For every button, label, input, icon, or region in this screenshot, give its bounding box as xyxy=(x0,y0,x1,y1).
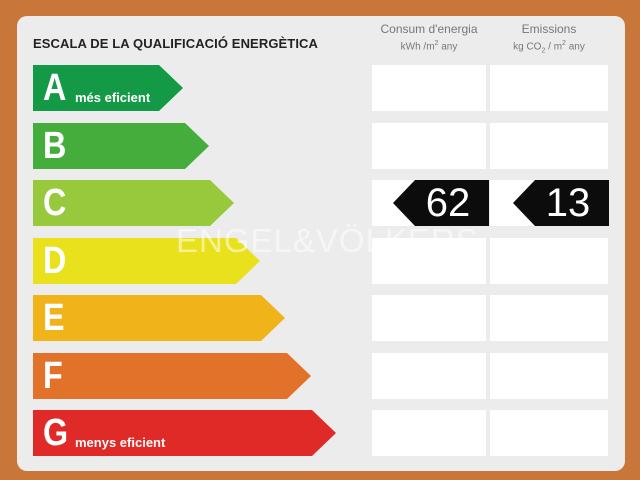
emissions-column-unit: kg CO2 / m2 any xyxy=(513,40,585,55)
energy-column-unit: kWh /m2 any xyxy=(400,40,458,53)
rating-bar-c: C xyxy=(33,180,234,226)
emissions-column-header: Emissions kg CO2 / m2 any xyxy=(490,22,608,56)
rating-letter: B xyxy=(43,125,67,167)
emissions-cell-a xyxy=(490,65,608,111)
energy-value-text: 62 xyxy=(425,181,471,225)
watermark: ENGEL&VÖLKERS xyxy=(176,222,479,259)
emissions-column-label: Emissions xyxy=(521,22,577,36)
emissions-cell-b xyxy=(490,123,608,169)
rating-sublabel: més eficient xyxy=(75,90,151,105)
rating-letter: E xyxy=(43,297,65,339)
rating-sublabel: menys eficient xyxy=(75,435,166,450)
rating-letter: A xyxy=(43,67,67,109)
energy-column-header: Consum d'energia kWh /m2 any xyxy=(372,22,486,54)
energy-cell-e xyxy=(372,295,486,341)
rating-bar-e: E xyxy=(33,295,285,341)
rating-bar-d: D xyxy=(33,238,260,284)
emissions-cell-f xyxy=(490,353,608,399)
rating-bar-b: B xyxy=(33,123,209,169)
rating-letter: G xyxy=(43,412,69,454)
rating-letter: D xyxy=(43,240,67,282)
rating-bar-f: F xyxy=(33,353,311,399)
energy-value-marker: 62 xyxy=(393,180,489,226)
emissions-value-marker: 13 xyxy=(513,180,609,226)
energy-cell-g xyxy=(372,410,486,456)
scale-title: ESCALA DE LA QUALIFICACIÓ ENERGÈTICA xyxy=(33,36,319,51)
emissions-cell-d xyxy=(490,238,608,284)
energy-cell-b xyxy=(372,123,486,169)
emissions-cell-e xyxy=(490,295,608,341)
energy-cell-f xyxy=(372,353,486,399)
energy-cell-a xyxy=(372,65,486,111)
energy-cell-d xyxy=(372,238,486,284)
emissions-cell-g xyxy=(490,410,608,456)
emissions-value-text: 13 xyxy=(545,181,591,225)
rating-letter: C xyxy=(43,182,67,224)
energy-column-label: Consum d'energia xyxy=(380,22,478,36)
rating-letter: F xyxy=(43,355,63,397)
